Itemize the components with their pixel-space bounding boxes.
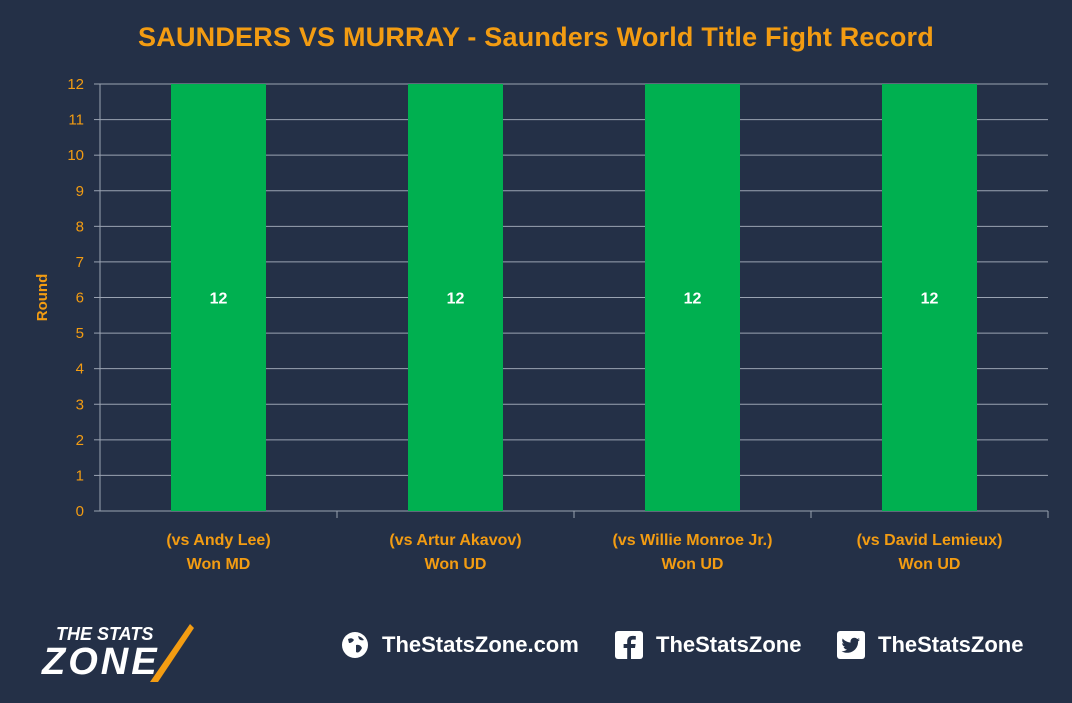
x-tick-label: (vs David Lemieux) — [857, 532, 1003, 549]
bar — [171, 84, 266, 511]
data-label: 12 — [684, 291, 702, 308]
x-tick-label: Won UD — [425, 556, 487, 573]
globe-icon — [342, 632, 368, 658]
y-axis-label: Round — [34, 274, 51, 321]
y-tick-label: 0 — [76, 503, 84, 520]
logo-line2: ZONE — [41, 641, 160, 682]
x-tick-label: (vs Andy Lee) — [166, 532, 270, 549]
bar — [645, 84, 740, 511]
x-tick-label: (vs Willie Monroe Jr.) — [613, 532, 773, 549]
x-tick-label: Won UD — [899, 556, 961, 573]
y-tick-label: 2 — [76, 432, 84, 449]
footer: THE STATS ZONE TheStatsZone.com TheStats… — [0, 600, 1072, 690]
y-tick-label: 5 — [76, 325, 84, 342]
bar — [882, 84, 977, 511]
facebook-label: TheStatsZone — [656, 632, 802, 657]
x-tick-label: Won UD — [662, 556, 724, 573]
website-label: TheStatsZone.com — [382, 632, 579, 657]
y-tick-label: 7 — [76, 254, 84, 271]
y-tick-label: 10 — [67, 147, 84, 164]
logo-line1: THE STATS — [56, 624, 153, 644]
website-link[interactable]: TheStatsZone.com — [340, 630, 579, 660]
twitter-link[interactable]: TheStatsZone — [836, 630, 1023, 660]
y-tick-label: 1 — [76, 467, 84, 484]
twitter-label: TheStatsZone — [878, 632, 1024, 657]
y-tick-label: 3 — [76, 396, 84, 413]
facebook-link[interactable]: TheStatsZone — [614, 630, 801, 660]
facebook-icon — [615, 631, 643, 659]
x-tick-label: Won MD — [187, 556, 251, 573]
bar — [408, 84, 503, 511]
twitter-icon — [837, 631, 865, 659]
chart-title: SAUNDERS VS MURRAY - Saunders World Titl… — [138, 22, 934, 52]
y-tick-label: 12 — [67, 76, 84, 93]
y-tick-label: 8 — [76, 218, 84, 235]
data-label: 12 — [447, 291, 465, 308]
y-tick-label: 11 — [68, 112, 84, 129]
x-tick-label: (vs Artur Akavov) — [389, 532, 521, 549]
data-label: 12 — [210, 291, 228, 308]
stats-zone-logo: THE STATS ZONE — [41, 624, 194, 682]
data-label: 12 — [921, 291, 939, 308]
y-tick-label: 9 — [76, 183, 84, 200]
y-tick-label: 6 — [76, 290, 84, 307]
y-tick-label: 4 — [76, 361, 84, 378]
